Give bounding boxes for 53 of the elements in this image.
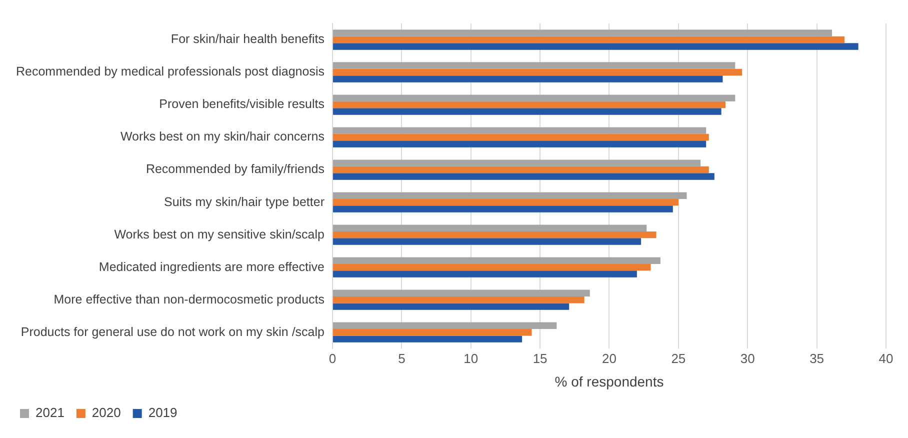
x-tick-label: 30 <box>740 350 755 366</box>
y-tick-label: Works best on my sensitive skin/scalp <box>114 227 325 242</box>
y-tick-label: Suits my skin/hair type better <box>164 194 324 209</box>
bar <box>332 68 742 76</box>
bar <box>332 140 706 148</box>
legend-label: 2021 <box>36 405 64 420</box>
bar <box>332 238 642 245</box>
bar <box>332 303 570 310</box>
bar <box>332 30 832 36</box>
bar <box>332 43 858 50</box>
bar <box>332 336 522 342</box>
x-axis-title: % of respondents <box>554 373 664 390</box>
x-tick-label: 35 <box>810 350 824 366</box>
y-tick-label: Products for general use do not work on my skin /scalp <box>20 324 325 339</box>
bar <box>332 127 706 134</box>
bar <box>332 322 557 329</box>
bar <box>332 94 736 102</box>
bar <box>332 296 584 304</box>
y-tick-label: Medicated ingredients are more effective <box>98 260 325 274</box>
bar <box>332 328 532 336</box>
legend-label: 2019 <box>148 405 178 420</box>
y-tick-label: Proven benefits/visible results <box>159 97 324 112</box>
bar <box>332 264 651 271</box>
bar <box>332 270 637 278</box>
bar <box>332 231 656 238</box>
legend-label: 2020 <box>92 405 121 420</box>
bar <box>332 224 647 232</box>
y-tick-label: Recommended by medical professionals post diagnosis <box>16 64 324 79</box>
x-tick-label: 40 <box>878 350 894 366</box>
bar <box>332 166 709 174</box>
bar <box>332 257 660 264</box>
y-tick-label: More effective than non-dermocosmetic products <box>54 292 324 306</box>
bar <box>332 101 726 108</box>
bar <box>332 192 687 199</box>
bar <box>332 76 723 82</box>
x-tick-label: 20 <box>602 350 616 366</box>
bar <box>332 290 590 296</box>
bar <box>332 134 709 141</box>
bar <box>332 160 701 166</box>
x-tick-label: 25 <box>671 350 686 366</box>
y-tick-label: Works best on my skin/hair concerns <box>120 130 324 144</box>
bar <box>332 36 844 44</box>
x-tick-label: 15 <box>532 350 548 366</box>
bar <box>332 108 722 115</box>
y-tick-label: Recommended by family/friends <box>146 162 324 176</box>
x-tick-label: 0 <box>328 350 336 366</box>
x-tick-label: 10 <box>464 350 478 366</box>
bar <box>332 198 678 206</box>
bar <box>332 206 673 212</box>
bar <box>332 173 714 180</box>
bar <box>332 62 736 69</box>
x-tick-label: 5 <box>398 350 406 366</box>
y-tick-label: For skin/hair health benefits <box>170 32 324 46</box>
